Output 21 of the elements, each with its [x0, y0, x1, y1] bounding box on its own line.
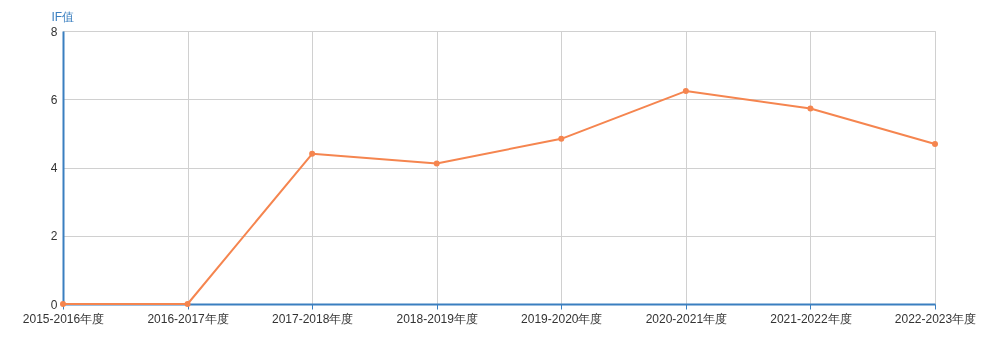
y-tick-label: 6: [50, 92, 58, 107]
x-tick-label: 2019-2020年度: [521, 311, 603, 326]
point: [682, 88, 689, 95]
point: [807, 105, 814, 112]
x-tick-label: 2017-2018年度: [271, 311, 354, 326]
x-tick-label: 2022-2023年度: [894, 311, 977, 326]
y-axis-title: IF值: [51, 9, 75, 24]
y-tick-label: 0: [50, 297, 58, 312]
x-tick-label: 2018-2019年度: [396, 311, 478, 326]
point: [433, 160, 440, 167]
x-tick-label: 2016-2017年度: [147, 311, 229, 326]
point: [932, 140, 938, 147]
y-tick-label: 2: [50, 229, 58, 244]
point: [309, 150, 316, 157]
y-tick-label: 8: [50, 24, 58, 39]
x-tick-label: 2021-2022年度: [770, 311, 852, 326]
y-tick-label: 4: [50, 161, 58, 175]
x-tick-label: 2015-2016年度: [22, 311, 105, 326]
x-tick-label: 2020-2021年度: [645, 311, 728, 326]
point: [184, 301, 191, 307]
point: [558, 135, 565, 142]
